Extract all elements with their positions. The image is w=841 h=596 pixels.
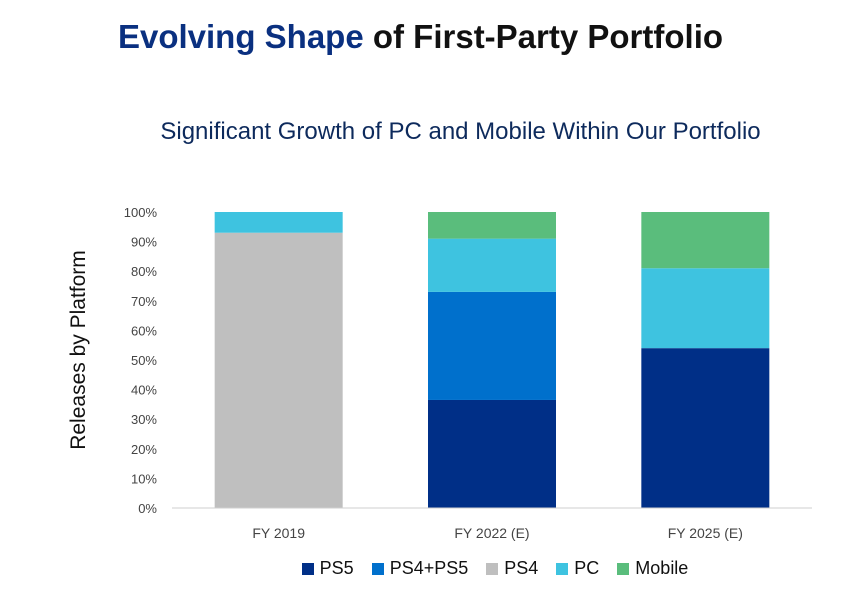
legend-swatch (301, 562, 314, 575)
y-tick-label: 10% (131, 471, 157, 486)
y-axis-ticks: 0% 10% 20% 30% 40% 50% 60% 70% 80% 90% 100% (124, 205, 158, 516)
chart-title: Significant Growth of PC and Mobile With… (160, 118, 761, 145)
y-tick-label: 70% (131, 294, 157, 309)
bar-segment-ps5 (428, 399, 556, 508)
x-axis-labels: FY 2019 FY 2022 (E) FY 2025 (E) (252, 525, 743, 541)
y-tick-label: 80% (131, 264, 157, 279)
legend-label: PS4 (504, 558, 539, 578)
legend-swatch (486, 562, 499, 575)
y-axis-label-group: Releases by Platform (67, 250, 90, 450)
y-tick-label: 20% (131, 442, 157, 457)
legend-label: Mobile (635, 558, 689, 578)
bar-segment-pc (214, 212, 343, 233)
legend-swatch (556, 562, 569, 575)
bar-segment-pc (641, 268, 770, 349)
y-axis-label: Releases by Platform (67, 250, 90, 450)
legend-label: PS5 (319, 558, 354, 578)
legend-swatch (371, 562, 384, 575)
bar-segment-ps4-ps5 (428, 291, 556, 400)
legend-label: PC (574, 558, 600, 578)
bars (214, 212, 770, 508)
y-tick-label: 0% (138, 501, 157, 516)
legend-item: PC (556, 558, 599, 579)
bar-segment-ps5 (641, 348, 770, 508)
legend-item: PS5 (301, 558, 354, 579)
legend-item: PS4 (486, 558, 538, 579)
bar-segment-pc (428, 238, 556, 292)
x-tick-label: FY 2019 (252, 525, 305, 541)
legend-item: PS4+PS5 (371, 558, 469, 579)
page-title: Evolving Shape of First-Party Portfolio (0, 18, 841, 56)
title-accent: Evolving Shape (117, 18, 364, 55)
x-tick-label: FY 2025 (E) (668, 525, 743, 541)
y-tick-label: 50% (131, 353, 157, 368)
y-tick-label: 60% (131, 323, 157, 338)
bar-segment-mobile (641, 212, 770, 269)
legend-swatch (617, 562, 630, 575)
legend-item: Mobile (617, 558, 688, 579)
title-rest: of First-Party Portfolio (372, 18, 724, 55)
y-tick-label: 40% (131, 383, 157, 398)
x-tick-label: FY 2022 (E) (454, 525, 529, 541)
y-tick-label: 100% (124, 205, 158, 220)
y-tick-label: 90% (131, 235, 157, 250)
legend: PS5 PS4+PS5 PS4 PC Mobile (0, 558, 841, 579)
legend-label: PS4+PS5 (389, 558, 469, 578)
y-tick-label: 30% (131, 412, 157, 427)
bar-segment-mobile (428, 212, 556, 239)
bar-segment-ps4 (214, 232, 343, 508)
